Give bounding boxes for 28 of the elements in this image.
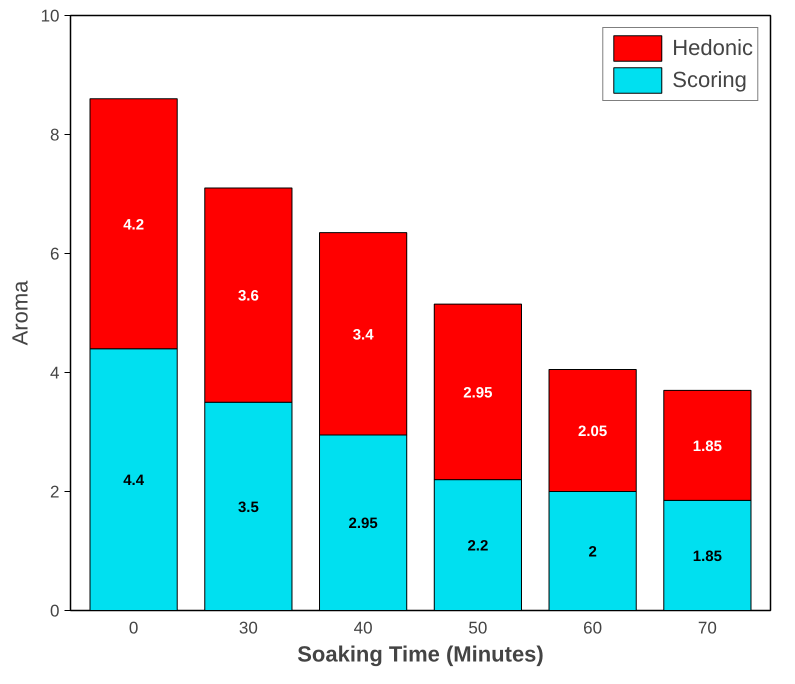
legend-label: Hedonic <box>672 35 753 61</box>
data-label: 3.4 <box>352 326 374 344</box>
x-tick-label: 0 <box>128 618 138 638</box>
y-tick-label: 6 <box>50 244 60 264</box>
x-tick-label: 30 <box>238 618 258 638</box>
x-tick-label: 70 <box>698 618 717 638</box>
y-tick-label: 8 <box>50 126 60 144</box>
x-tick-label: 50 <box>468 618 488 638</box>
data-label: 2.95 <box>348 515 378 532</box>
x-tick-label: 60 <box>583 618 602 638</box>
data-label: 1.85 <box>692 438 722 455</box>
y-tick-label: 2 <box>50 482 60 502</box>
data-label: 2.2 <box>467 538 488 555</box>
y-tick-label: 4 <box>50 364 60 382</box>
data-label: 2 <box>588 544 597 560</box>
data-label: 4.4 <box>123 472 145 490</box>
data-label: 4.2 <box>123 216 144 234</box>
data-label: 3.6 <box>238 288 259 305</box>
legend-label: Scoring <box>672 67 747 93</box>
data-label: 2.95 <box>463 384 492 402</box>
y-tick-label: 10 <box>40 6 60 26</box>
x-tick-label: 40 <box>354 618 373 638</box>
y-tick-label: 0 <box>50 602 60 620</box>
y-axis-title: Aroma <box>8 280 33 346</box>
data-label: 3.5 <box>238 498 259 516</box>
data-label: 1.85 <box>692 548 722 565</box>
data-label: 2.05 <box>578 423 608 440</box>
x-axis-title: Soaking Time (Minutes) <box>297 642 544 666</box>
